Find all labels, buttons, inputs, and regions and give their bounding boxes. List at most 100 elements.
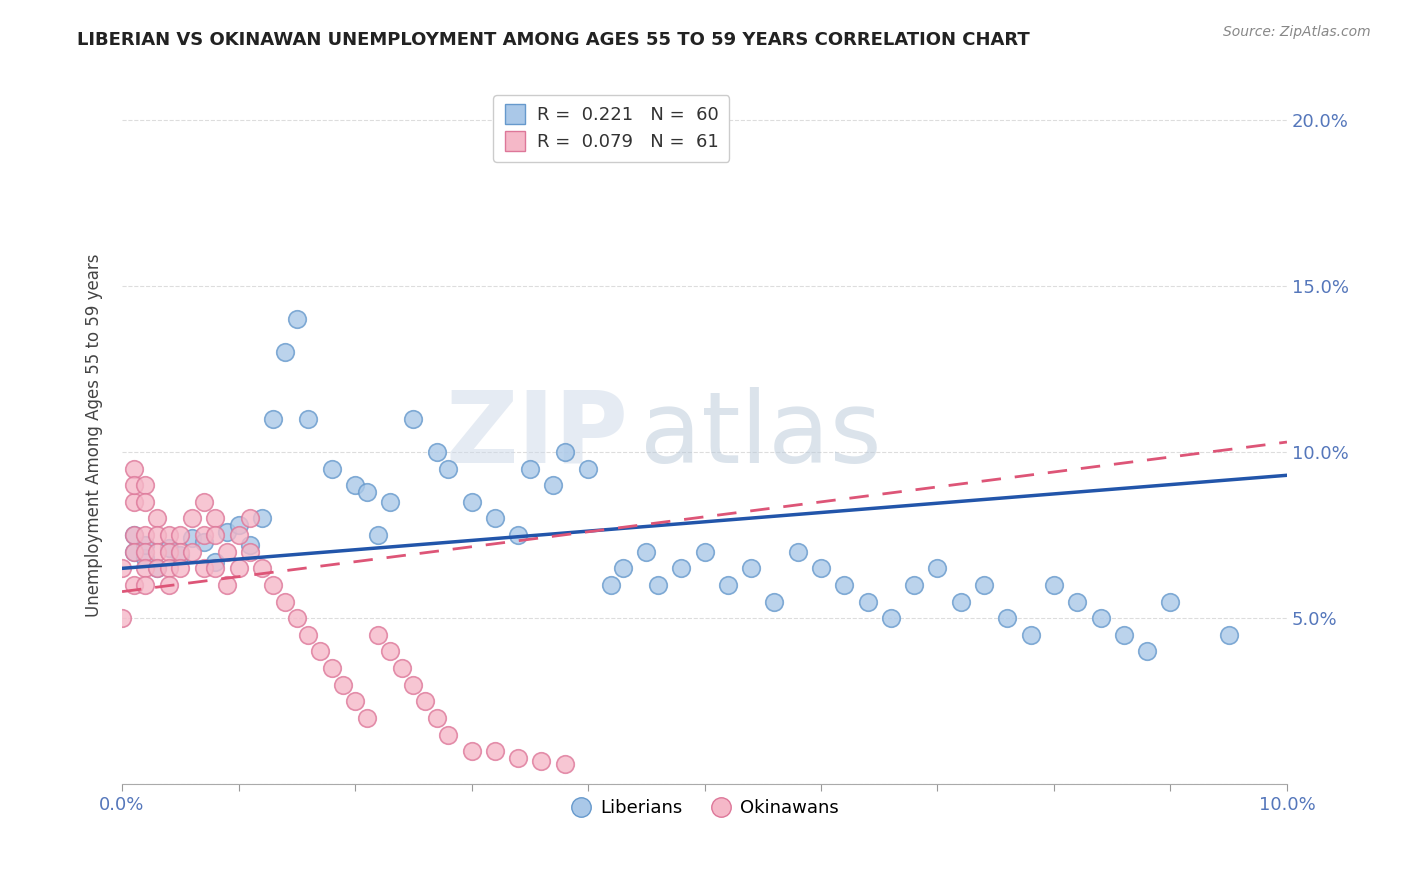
Text: atlas: atlas (641, 387, 882, 483)
Point (122, 461, 145, 475)
Point (508, 528, 530, 542)
Point (426, 711, 449, 725)
Point (541, 478, 564, 492)
Point (122, 478, 145, 492)
Point (134, 495, 156, 509)
Point (1043, 578, 1066, 592)
Point (484, 511, 506, 525)
Point (157, 578, 180, 592)
Point (193, 528, 215, 542)
Text: Source: ZipAtlas.com: Source: ZipAtlas.com (1223, 25, 1371, 39)
Point (169, 561, 191, 575)
Point (181, 532, 204, 546)
Point (669, 561, 692, 575)
Point (250, 561, 273, 575)
Point (146, 561, 169, 575)
Point (1066, 594, 1088, 608)
Point (134, 551, 156, 566)
Point (157, 561, 180, 575)
Point (880, 611, 903, 625)
Point (215, 578, 238, 592)
Point (309, 644, 332, 658)
Point (402, 678, 425, 692)
Point (367, 528, 389, 542)
Point (426, 445, 449, 459)
Point (763, 594, 786, 608)
Point (600, 578, 623, 592)
Point (228, 561, 250, 575)
Point (378, 644, 401, 658)
Point (413, 694, 436, 708)
Point (122, 545, 145, 559)
Point (181, 511, 204, 525)
Point (717, 578, 740, 592)
Point (693, 545, 716, 559)
Point (332, 678, 354, 692)
Point (122, 495, 145, 509)
Point (1218, 628, 1240, 642)
Point (927, 561, 949, 575)
Point (285, 312, 308, 326)
Point (636, 545, 658, 559)
Point (856, 594, 879, 608)
Point (274, 345, 297, 359)
Point (204, 528, 226, 542)
Point (321, 661, 343, 675)
Point (1159, 594, 1181, 608)
Point (111, 611, 134, 625)
Point (484, 744, 506, 758)
Point (356, 484, 378, 499)
Text: LIBERIAN VS OKINAWAN UNEMPLOYMENT AMONG AGES 55 TO 59 YEARS CORRELATION CHART: LIBERIAN VS OKINAWAN UNEMPLOYMENT AMONG … (77, 31, 1031, 49)
Point (111, 561, 134, 575)
Point (134, 561, 156, 575)
Point (378, 495, 401, 509)
Point (903, 578, 925, 592)
Point (146, 528, 169, 542)
Text: ZIP: ZIP (446, 387, 628, 483)
Point (508, 751, 530, 765)
Point (169, 528, 191, 542)
Point (204, 511, 226, 525)
Point (437, 728, 460, 742)
Point (215, 524, 238, 539)
Point (193, 495, 215, 509)
Point (134, 478, 156, 492)
Point (402, 411, 425, 425)
Point (367, 628, 389, 642)
Point (391, 661, 413, 675)
Point (193, 534, 215, 549)
Point (356, 711, 378, 725)
Point (146, 545, 169, 559)
Point (169, 545, 191, 559)
Point (786, 545, 808, 559)
Legend: Liberians, Okinawans: Liberians, Okinawans (562, 792, 846, 824)
Point (460, 744, 482, 758)
Point (274, 594, 297, 608)
Point (1112, 628, 1135, 642)
Point (181, 545, 204, 559)
Point (344, 694, 367, 708)
Point (122, 578, 145, 592)
Point (1090, 611, 1112, 625)
Point (285, 611, 308, 625)
Point (157, 528, 180, 542)
Point (122, 545, 145, 559)
Point (263, 411, 285, 425)
Point (122, 528, 145, 542)
Point (215, 545, 238, 559)
Point (995, 611, 1018, 625)
Point (204, 555, 226, 569)
Point (554, 445, 576, 459)
Point (239, 545, 262, 559)
Point (228, 518, 250, 533)
Point (157, 545, 180, 559)
Point (321, 461, 343, 475)
Point (740, 561, 762, 575)
Point (169, 548, 191, 562)
Point (1019, 628, 1042, 642)
Point (973, 578, 995, 592)
Point (344, 478, 367, 492)
Point (146, 511, 169, 525)
Point (832, 578, 855, 592)
Point (949, 594, 972, 608)
